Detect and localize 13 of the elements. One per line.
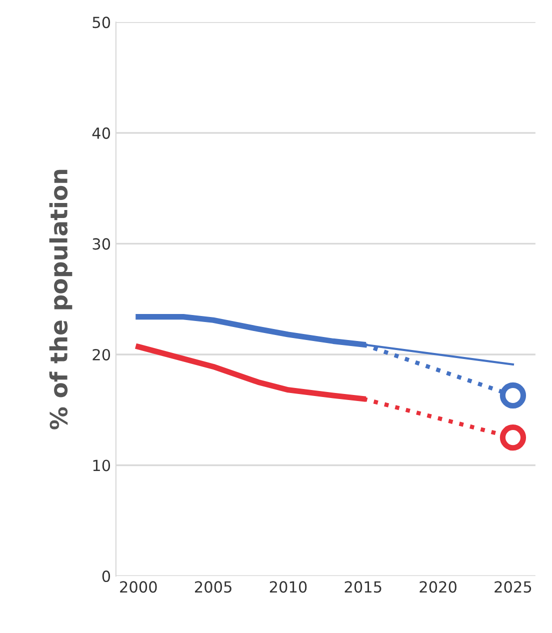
y-tick-label: 40 bbox=[92, 127, 110, 139]
y-tick-label: 20 bbox=[92, 348, 110, 360]
x-tick-label: 2010 bbox=[270, 581, 307, 593]
y-axis-title: % of the population bbox=[49, 170, 72, 430]
x-tick-label: 2005 bbox=[194, 581, 232, 593]
x-tick-label: 2000 bbox=[120, 581, 157, 593]
y-tick-label: 0 bbox=[102, 570, 110, 582]
y-tick-label: 30 bbox=[92, 238, 110, 250]
y-tick-label: 50 bbox=[92, 16, 110, 28]
x-tick-label: 2020 bbox=[420, 581, 456, 593]
x-tick-label: 2025 bbox=[494, 581, 532, 593]
x-tick-label: 2015 bbox=[344, 581, 382, 593]
y-tick-label: 10 bbox=[93, 460, 110, 472]
